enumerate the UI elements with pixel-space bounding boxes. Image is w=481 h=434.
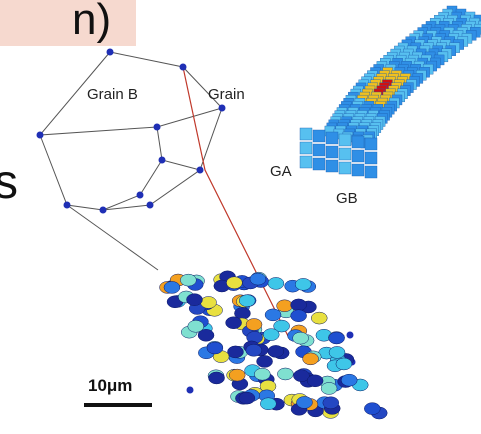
body: {"labels": {"corner": "n)", "edge": "s",… (0, 0, 481, 434)
disc (268, 277, 284, 289)
disc (323, 397, 339, 409)
vertex (159, 157, 166, 164)
disc (239, 392, 255, 404)
voxel (352, 164, 364, 176)
disc-stack (160, 271, 388, 419)
voxel (300, 142, 312, 154)
disc (263, 329, 279, 341)
disc (209, 372, 225, 384)
grain-label: Grain (208, 86, 245, 103)
side-text: s (0, 156, 18, 209)
disc (254, 368, 270, 380)
disc (277, 300, 293, 312)
disc (257, 355, 273, 367)
vertex (180, 64, 187, 71)
vertex (219, 105, 226, 112)
vertex (147, 202, 154, 209)
disc (329, 346, 345, 358)
vertex (347, 332, 354, 339)
disc (293, 332, 309, 344)
disc (239, 295, 255, 307)
edge (157, 127, 200, 170)
disc (291, 310, 307, 322)
voxel-column (300, 6, 481, 178)
disc (226, 317, 242, 329)
disc (186, 294, 202, 306)
voxel (313, 158, 325, 170)
voxel (365, 138, 377, 150)
voxel (339, 162, 351, 174)
voxel (326, 146, 338, 158)
disc (260, 398, 276, 410)
voxel (339, 134, 351, 146)
disc (164, 281, 180, 293)
panel-label: n) (72, 0, 111, 44)
disc (291, 299, 307, 311)
gb-label: GB (336, 190, 358, 207)
disc (321, 382, 337, 394)
vertex (64, 202, 71, 209)
vertex (37, 132, 44, 139)
voxel (352, 150, 364, 162)
disc (336, 358, 352, 370)
vertex (137, 192, 144, 199)
disc (180, 274, 196, 286)
voxel (352, 136, 364, 148)
vertex (154, 124, 161, 131)
disc (229, 369, 245, 381)
disc (188, 320, 204, 332)
disc (246, 344, 262, 356)
disc (268, 345, 284, 357)
page: body { margin: 0; background: #fff; font… (0, 0, 481, 434)
voxel (300, 156, 312, 168)
voxel (365, 152, 377, 164)
disc (277, 368, 293, 380)
voxel (313, 144, 325, 156)
voxel (300, 128, 312, 140)
disc (207, 342, 223, 354)
wireframe (40, 52, 222, 270)
vertex (107, 49, 114, 56)
disc (201, 296, 217, 308)
label-box (0, 0, 136, 46)
scale-label: 10μm (88, 376, 132, 395)
vertex (187, 387, 194, 394)
disc (329, 332, 345, 344)
voxel (326, 132, 338, 144)
vertex (100, 207, 107, 214)
voxel (313, 130, 325, 142)
voxel (339, 148, 351, 160)
disc (246, 319, 262, 331)
disc (303, 353, 319, 365)
disc (307, 375, 323, 387)
disc (364, 403, 380, 415)
figure: n) s Grain B Grain GA GB 10μm (0, 0, 481, 434)
disc (265, 309, 281, 321)
voxel (326, 160, 338, 172)
disc (250, 273, 266, 285)
disc (226, 277, 242, 289)
disc (341, 374, 357, 386)
disc (311, 312, 327, 324)
disc (295, 278, 311, 290)
voxel (365, 166, 377, 178)
vertex (197, 167, 204, 174)
disc (227, 346, 243, 358)
edge (67, 205, 158, 270)
ga-label: GA (270, 163, 292, 180)
grain-b-label: Grain B (87, 86, 138, 103)
disc (296, 396, 312, 408)
